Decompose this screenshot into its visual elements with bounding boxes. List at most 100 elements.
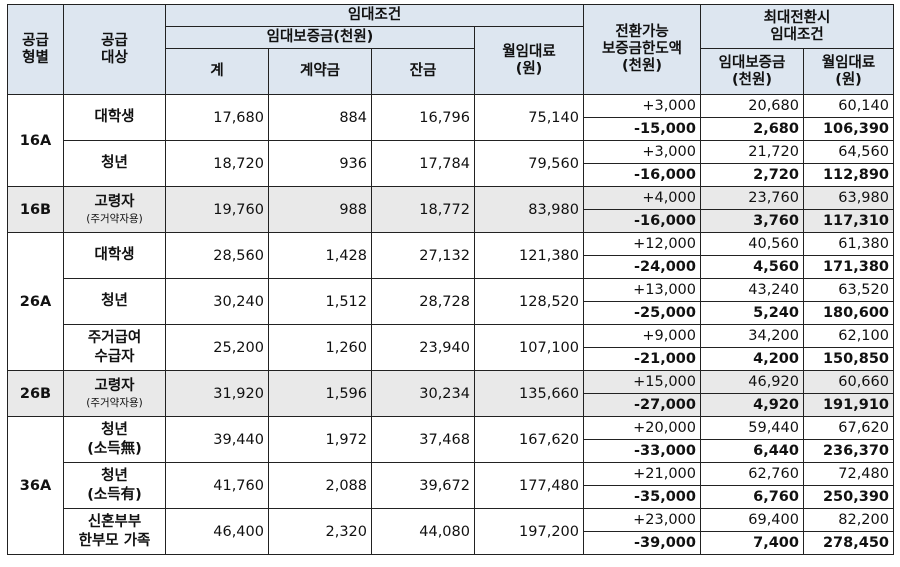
max-deposit-up-cell: 23,760 <box>700 186 804 210</box>
balance-cell: 18,772 <box>371 186 475 233</box>
contract-cell: 1,428 <box>268 232 372 279</box>
max-deposit-up-cell: 62,760 <box>700 462 804 486</box>
target-sub-label: (주거약자용) <box>86 397 143 409</box>
limit-up-cell: +20,000 <box>583 416 701 440</box>
header-type: 공급 형별 <box>7 4 64 95</box>
header-max-rent-label: 월임대료 (원) <box>821 54 876 88</box>
max-rent-up-cell: 67,620 <box>803 416 894 440</box>
target-label: 고령자 <box>94 194 135 210</box>
target-cell: 신혼부부 한부모 가족 <box>63 508 166 555</box>
total-cell: 30,240 <box>165 278 269 325</box>
table-row: 16A 대학생 17,680 884 16,796 75,140 +3,000 20,680 6… <box>7 94 894 187</box>
table-body: 16A 대학생 17,680 884 16,796 75,140 +3,000 20,680 6… <box>7 94 894 555</box>
max-deposit-up-cell: 20,680 <box>700 94 804 118</box>
rent-cell: 79,560 <box>474 140 584 187</box>
type-cell: 16A <box>7 94 64 187</box>
max-deposit-down-cell: 2,720 <box>700 163 804 187</box>
type-cell: 26A <box>7 232 64 371</box>
max-deposit-down-cell: 6,760 <box>700 485 804 509</box>
contract-cell: 884 <box>268 94 372 141</box>
type-label: 26A <box>19 293 52 310</box>
type-label: 26B <box>19 385 52 402</box>
type-label: 16B <box>19 201 52 218</box>
max-rent-down-cell: 180,600 <box>803 301 894 325</box>
limit-down-cell: -35,000 <box>583 485 701 509</box>
max-rent-up-cell: 61,380 <box>803 232 894 256</box>
table-row: 26A 대학생 28,560 1,428 27,132 121,380 +12,000 40,… <box>7 232 894 371</box>
total-cell: 31,920 <box>165 370 269 417</box>
contract-cell: 1,596 <box>268 370 372 417</box>
contract-cell: 1,260 <box>268 324 372 371</box>
rent-cell: 135,660 <box>474 370 584 417</box>
limit-up-cell: +13,000 <box>583 278 701 302</box>
header-total: 계 <box>165 48 269 95</box>
max-deposit-down-cell: 5,240 <box>700 301 804 325</box>
max-rent-down-cell: 278,450 <box>803 531 894 555</box>
header-contract: 계약금 <box>268 48 372 95</box>
max-deposit-down-cell: 7,400 <box>700 531 804 555</box>
max-deposit-down-cell: 4,920 <box>700 393 804 417</box>
type-cell: 26B <box>7 370 64 417</box>
max-deposit-up-cell: 40,560 <box>700 232 804 256</box>
target-cell: 청년 (소득無) <box>63 416 166 463</box>
limit-down-cell: -16,000 <box>583 209 701 233</box>
table-row: 청년 30,240 1,512 28,728 128,520 +13,000 43,240 6… <box>8 278 894 325</box>
max-rent-down-cell: 250,390 <box>803 485 894 509</box>
rent-cell: 128,520 <box>474 278 584 325</box>
max-rent-up-cell: 62,100 <box>803 324 894 348</box>
table-row: -16,000 2,720 112,890 <box>8 163 894 187</box>
balance-cell: 44,080 <box>371 508 475 555</box>
header-deposit: 임대보증금(천원) <box>165 26 475 49</box>
max-rent-up-cell: 60,660 <box>803 370 894 394</box>
balance-cell: 37,468 <box>371 416 475 463</box>
header-max-conversion-label: 최대전환시 임대조건 <box>763 9 831 43</box>
target-cell: 주거급여 수급자 <box>63 324 166 371</box>
target-cell: 고령자 (주거약자용) <box>63 186 166 233</box>
contract-cell: 936 <box>268 140 372 187</box>
total-cell: 18,720 <box>165 140 269 187</box>
target-cell: 청년 <box>63 278 166 325</box>
balance-cell: 30,234 <box>371 370 475 417</box>
max-rent-up-cell: 60,140 <box>803 94 894 118</box>
header-target: 공급 대상 <box>63 4 166 95</box>
total-cell: 17,680 <box>165 94 269 141</box>
max-rent-down-cell: 112,890 <box>803 163 894 187</box>
header-monthly-rent-label: 월임대료 (원) <box>502 43 556 77</box>
target-label: 청년 <box>101 293 128 309</box>
header-convertible-label: 전환가능 보증금한도액 (천원) <box>601 24 683 74</box>
table-row: -16,000 3,760 117,310 <box>8 209 894 233</box>
max-deposit-up-cell: 69,400 <box>700 508 804 532</box>
max-deposit-up-cell: 34,200 <box>700 324 804 348</box>
limit-up-cell: +3,000 <box>583 140 701 164</box>
type-label: 16A <box>19 132 52 149</box>
max-rent-up-cell: 63,980 <box>803 186 894 210</box>
max-deposit-up-cell: 43,240 <box>700 278 804 302</box>
target-label: 청년 (소득有) <box>87 467 142 503</box>
total-cell: 19,760 <box>165 186 269 233</box>
max-rent-down-cell: 106,390 <box>803 117 894 141</box>
limit-down-cell: -39,000 <box>583 531 701 555</box>
target-label: 대학생 <box>94 109 135 125</box>
type-cell: 16B <box>7 186 64 233</box>
table-row: 신혼부부 한부모 가족 46,400 2,320 44,080 197,200 +23,0… <box>8 508 894 555</box>
max-deposit-down-cell: 4,200 <box>700 347 804 371</box>
limit-up-cell: +12,000 <box>583 232 701 256</box>
target-label: 신혼부부 한부모 가족 <box>78 513 151 549</box>
table-row: -33,000 6,440 236,370 <box>8 439 894 463</box>
type-label: 36A <box>19 477 52 494</box>
limit-up-cell: +3,000 <box>583 94 701 118</box>
target-label: 대학생 <box>94 247 135 263</box>
header-max-deposit-label: 임대보증금 (천원) <box>718 54 786 88</box>
balance-cell: 17,784 <box>371 140 475 187</box>
max-rent-down-cell: 171,380 <box>803 255 894 279</box>
table-row: 청년 18,720 936 17,784 79,560 +3,000 21,720 64,56… <box>8 140 894 187</box>
balance-cell: 27,132 <box>371 232 475 279</box>
total-cell: 28,560 <box>165 232 269 279</box>
rent-cell: 83,980 <box>474 186 584 233</box>
limit-down-cell: -25,000 <box>583 301 701 325</box>
rent-cell: 121,380 <box>474 232 584 279</box>
lease-conditions-table: 공급 형별 공급 대상 임대조건 전환가능 보증금한도액 (천원) 최대전환시 … <box>7 4 894 555</box>
limit-up-cell: +21,000 <box>583 462 701 486</box>
total-cell: 46,400 <box>165 508 269 555</box>
header-max-deposit: 임대보증금 (천원) <box>700 48 804 95</box>
